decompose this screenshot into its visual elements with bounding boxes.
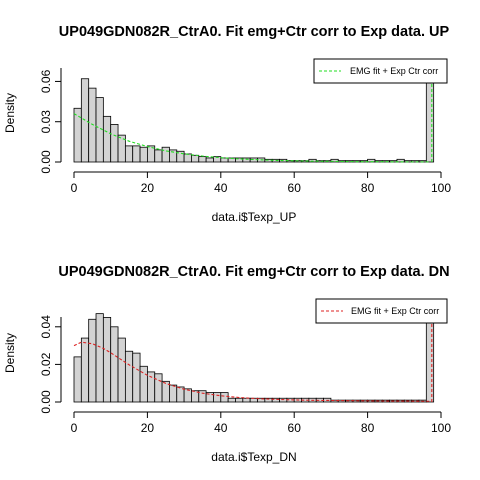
histogram-bar — [95, 313, 104, 403]
x-axis: 0 20 40 60 80 100 — [71, 411, 451, 435]
histogram-bar — [169, 384, 178, 403]
y-axis: 0.00 0.03 0.06 — [39, 68, 62, 174]
histogram-bar — [154, 373, 163, 403]
histogram-bar — [227, 397, 236, 403]
x-tick-label: 100 — [431, 181, 451, 195]
histogram-bar — [242, 397, 251, 403]
histogram-bar — [132, 352, 141, 403]
histogram-bar — [132, 145, 141, 163]
histogram-bar — [80, 337, 90, 403]
y-tick-label: 0.00 — [39, 390, 53, 414]
y-tick-label: 0.02 — [39, 352, 53, 376]
x-tick-label: 60 — [288, 421, 302, 435]
y-tick-label: 0.03 — [39, 110, 53, 134]
histogram-bar — [198, 156, 207, 163]
histogram-bar — [198, 390, 207, 403]
x-tick-label: 20 — [141, 421, 155, 435]
x-tick-label: 80 — [361, 181, 375, 195]
histogram-bar — [102, 316, 112, 403]
y-tick-label: 0.00 — [39, 150, 53, 174]
histogram-bar — [220, 392, 229, 403]
histogram-bar — [73, 107, 82, 163]
histogram-bar — [183, 153, 192, 163]
histogram-bar — [124, 145, 134, 163]
histogram-bar — [161, 146, 170, 163]
histogram-bar — [124, 350, 134, 403]
x-tick-label: 40 — [214, 421, 228, 435]
histogram-bar — [235, 397, 244, 403]
y-tick-label: 0.06 — [39, 69, 53, 93]
histogram-bar — [117, 337, 126, 403]
x-axis: 0 20 40 60 80 100 — [71, 171, 451, 195]
histogram-bar — [205, 157, 214, 163]
histogram-bar — [154, 149, 163, 163]
x-axis-label: data.i$Texp_DN — [211, 450, 296, 464]
x-tick-label: 80 — [361, 421, 375, 435]
histogram-bar — [73, 356, 82, 403]
fit-curve — [73, 341, 430, 402]
x-tick-label: 40 — [214, 181, 228, 195]
histogram-bar — [191, 154, 200, 163]
histogram-bar — [88, 87, 97, 163]
legend: EMG fit + Exp Ctr corr — [315, 298, 448, 324]
x-tick-label: 0 — [71, 421, 78, 435]
histogram-bar — [213, 392, 222, 403]
x-tick-label: 20 — [141, 181, 155, 195]
histogram-bar — [110, 326, 119, 403]
histogram-bar — [88, 318, 97, 403]
histogram-bar — [242, 157, 251, 163]
chart-panel-dn: UP049GDN082R_CtrA0. Fit emg+Ctr corr to … — [3, 264, 451, 464]
y-axis: 0.00 0.02 0.04 — [39, 315, 62, 414]
legend-label: EMG fit + Exp Ctr corr — [350, 66, 438, 76]
x-tick-label: 60 — [288, 181, 302, 195]
histogram-bar — [183, 388, 192, 403]
legend: EMG fit + Exp Ctr corr — [313, 58, 448, 84]
x-axis-label: data.i$Texp_UP — [212, 210, 297, 224]
y-axis-label: Density — [3, 333, 17, 373]
histogram-bar — [139, 146, 148, 163]
x-tick-label: 100 — [431, 421, 451, 435]
chart-title: UP049GDN082R_CtrA0. Fit emg+Ctr corr to … — [58, 264, 449, 280]
chart-title: UP049GDN082R_CtrA0. Fit emg+Ctr corr to … — [59, 24, 450, 40]
y-axis-label: Density — [3, 93, 17, 133]
chart-panel-up: UP049GDN082R_CtrA0. Fit emg+Ctr corr to … — [3, 24, 451, 224]
y-tick-label: 0.04 — [39, 315, 53, 339]
fit-curve-group — [73, 308, 433, 402]
histogram-bar — [102, 115, 112, 163]
legend-label: EMG fit + Exp Ctr corr — [351, 306, 439, 316]
histogram-bar — [110, 124, 119, 163]
x-tick-label: 0 — [71, 181, 78, 195]
fit-curve — [73, 113, 430, 163]
fit-curve-group — [73, 68, 433, 163]
